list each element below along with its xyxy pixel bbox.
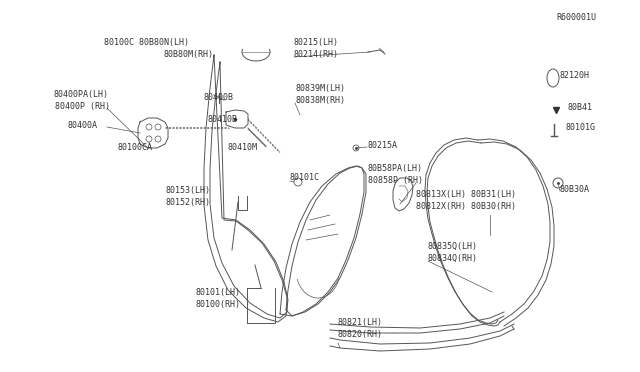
Text: 80215(LH): 80215(LH) (294, 38, 339, 48)
Text: 80400P (RH): 80400P (RH) (55, 103, 110, 112)
Text: 80838M(RH): 80838M(RH) (295, 96, 345, 105)
Text: 80153(LH): 80153(LH) (165, 186, 210, 196)
Text: 80400A: 80400A (67, 122, 97, 131)
Text: 80101G: 80101G (565, 122, 595, 131)
Text: 80100(RH): 80100(RH) (196, 301, 241, 310)
Text: 80214(RH): 80214(RH) (294, 51, 339, 60)
Text: 80B58PA(LH): 80B58PA(LH) (368, 164, 423, 173)
Text: 80813X(LH) 80B31(LH): 80813X(LH) 80B31(LH) (416, 190, 516, 199)
Text: 80812X(RH) 80B30(RH): 80812X(RH) 80B30(RH) (416, 202, 516, 212)
Text: 80152(RH): 80152(RH) (165, 198, 210, 206)
Text: 80410B: 80410B (207, 115, 237, 125)
Text: 80821(LH): 80821(LH) (338, 318, 383, 327)
Text: R600001U: R600001U (556, 13, 596, 22)
Text: 80B80M(RH): 80B80M(RH) (163, 51, 213, 60)
Text: 80100C 80B80N(LH): 80100C 80B80N(LH) (104, 38, 189, 48)
Text: 80410M: 80410M (228, 144, 258, 153)
Text: 80834Q(RH): 80834Q(RH) (428, 253, 478, 263)
Text: 82120H: 82120H (560, 71, 590, 80)
Text: 80820(RH): 80820(RH) (338, 330, 383, 340)
Text: 80835Q(LH): 80835Q(LH) (428, 241, 478, 250)
Text: 80839M(LH): 80839M(LH) (295, 83, 345, 93)
Text: 80858P (RH): 80858P (RH) (368, 176, 423, 185)
Text: 80101(LH): 80101(LH) (196, 289, 241, 298)
Text: 80100CA: 80100CA (118, 144, 153, 153)
Text: 80400B: 80400B (204, 93, 234, 102)
Text: 80101C: 80101C (290, 173, 320, 183)
Text: 80B41: 80B41 (567, 103, 592, 112)
Text: 80215A: 80215A (367, 141, 397, 150)
Text: 80400PA(LH): 80400PA(LH) (53, 90, 108, 99)
Text: 80B30A: 80B30A (560, 185, 590, 193)
